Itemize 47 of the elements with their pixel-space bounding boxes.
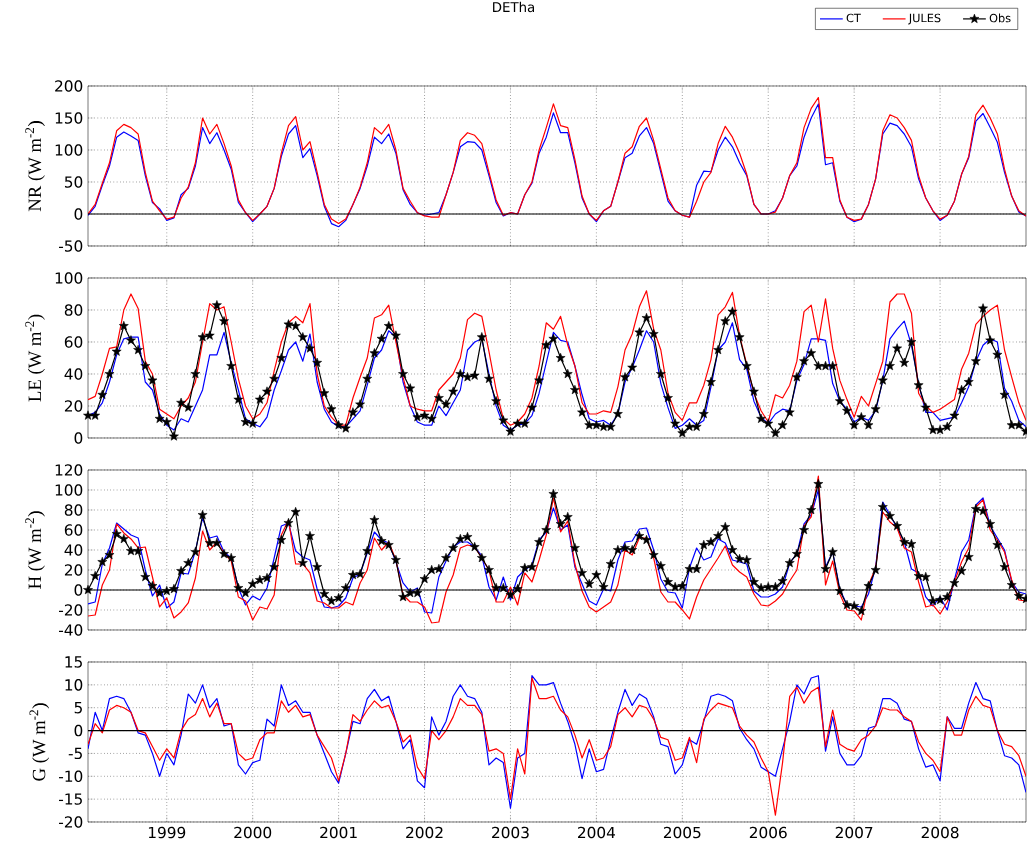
x-tick-label: 2002	[406, 826, 443, 839]
y-tick-label: 100	[55, 144, 83, 156]
legend-label: Obs	[989, 13, 1011, 23]
y-tick-label: -50	[59, 240, 83, 252]
x-tick-label: 2008	[921, 826, 959, 839]
y-tick-label: 200	[55, 80, 83, 92]
y-tick-label: 10	[65, 679, 83, 691]
y-tick-label: 60	[64, 336, 83, 348]
y-tick-label: 0	[74, 208, 83, 220]
y-tick-label: 100	[55, 272, 83, 284]
y-tick-label: 0	[74, 432, 83, 444]
y-tick-label: 15	[65, 656, 82, 668]
chart-title: DETha	[493, 1, 535, 13]
y-tick-label: 40	[64, 544, 83, 556]
y-tick-label: 150	[55, 112, 83, 124]
y-tick-label: 20	[64, 400, 83, 412]
y-tick-label: -15	[59, 793, 82, 805]
y-tick-label: 80	[64, 504, 83, 516]
x-tick-label: 2000	[234, 826, 272, 839]
x-tick-label: 2006	[749, 826, 787, 839]
y-tick-label: 120	[55, 464, 83, 476]
y-tick-label: -20	[59, 604, 83, 616]
x-tick-label: 2001	[320, 826, 357, 839]
y-tick-label: -10	[59, 770, 83, 783]
y-tick-label: -5	[68, 747, 82, 760]
x-tick-label: 2007	[835, 826, 873, 839]
legend-label: JULES	[908, 13, 941, 25]
y-axis-title: G (W m$^{-2}$)	[29, 703, 50, 781]
y-tick-label: 0	[74, 584, 83, 596]
y-tick-label: 5	[74, 702, 82, 714]
y-axis-title: LE (W m$^{-2}$)	[25, 314, 45, 402]
x-tick-label: 2003	[492, 826, 529, 839]
y-tick-label: -20	[59, 816, 83, 828]
y-tick-label: 80	[64, 304, 83, 316]
y-axis-title: NR (W m$^{-2}$)	[25, 121, 45, 212]
y-tick-label: 50	[64, 176, 83, 188]
y-tick-label: 100	[55, 484, 83, 496]
y-tick-label: 0	[74, 724, 83, 737]
y-tick-label: 40	[64, 368, 83, 380]
x-tick-label: 2005	[663, 826, 701, 839]
y-axis-title: H (W m$^{-2}$)	[25, 511, 45, 589]
x-tick-label: 2004	[578, 826, 616, 839]
y-tick-label: 60	[64, 524, 83, 536]
x-tick-label: 1999	[148, 826, 186, 839]
legend-label: CT	[846, 13, 861, 23]
y-tick-label: -40	[59, 624, 83, 636]
y-tick-label: 20	[64, 564, 83, 576]
